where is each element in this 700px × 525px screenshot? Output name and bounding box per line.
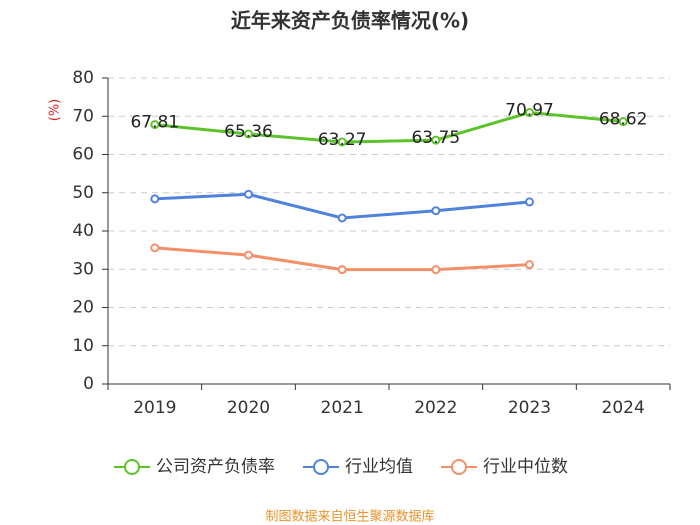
point (431, 265, 441, 275)
legend-marker (313, 459, 329, 475)
y-tick-label: 70 (72, 106, 94, 126)
legend-marker (124, 459, 140, 475)
point (431, 206, 441, 216)
data-label: 63.75 (411, 128, 460, 148)
legend-label: 行业中位数 (483, 457, 568, 477)
y-tick-label: 60 (72, 145, 94, 165)
series-line (154, 111, 624, 144)
data-label: 68.62 (599, 110, 648, 130)
x-tick-label: 2022 (414, 398, 457, 418)
point (150, 243, 160, 253)
legend-label: 行业均值 (345, 457, 413, 477)
point (525, 108, 534, 118)
point (431, 135, 441, 145)
y-tick-label: 0 (83, 374, 94, 394)
point (337, 213, 347, 223)
point (244, 189, 253, 199)
y-tick-label: 80 (72, 68, 94, 88)
x-tick-label: 2021 (321, 398, 364, 418)
point (618, 117, 628, 127)
data-label: 67.81 (130, 113, 179, 133)
point (337, 265, 347, 275)
y-tick-label: 10 (72, 336, 94, 356)
source-note: 制图数据来自恒生聚源数据库 (265, 509, 434, 525)
y-tick-label: 30 (72, 259, 94, 279)
data-label: 63.27 (318, 130, 367, 150)
x-tick-label: 2019 (133, 398, 176, 418)
data-label: 70.97 (505, 101, 554, 121)
y-tick-label: 20 (72, 298, 94, 318)
point (525, 260, 534, 270)
point (525, 197, 534, 207)
point (244, 250, 253, 260)
y-tick-label: 50 (72, 183, 94, 203)
point (337, 137, 347, 147)
y-axis-label: (%) (48, 99, 63, 122)
point (150, 194, 160, 204)
legend-marker (451, 459, 467, 475)
legend-label: 公司资产负债率 (156, 457, 275, 477)
point (244, 129, 253, 139)
y-tick-label: 40 (72, 221, 94, 241)
chart-title: 近年来资产负债率情况(%) (231, 9, 469, 33)
data-label: 65.36 (224, 122, 273, 142)
x-tick-label: 2020 (227, 398, 270, 418)
x-tick-label: 2023 (508, 398, 551, 418)
x-tick-label: 2024 (602, 398, 645, 418)
point (150, 120, 160, 130)
